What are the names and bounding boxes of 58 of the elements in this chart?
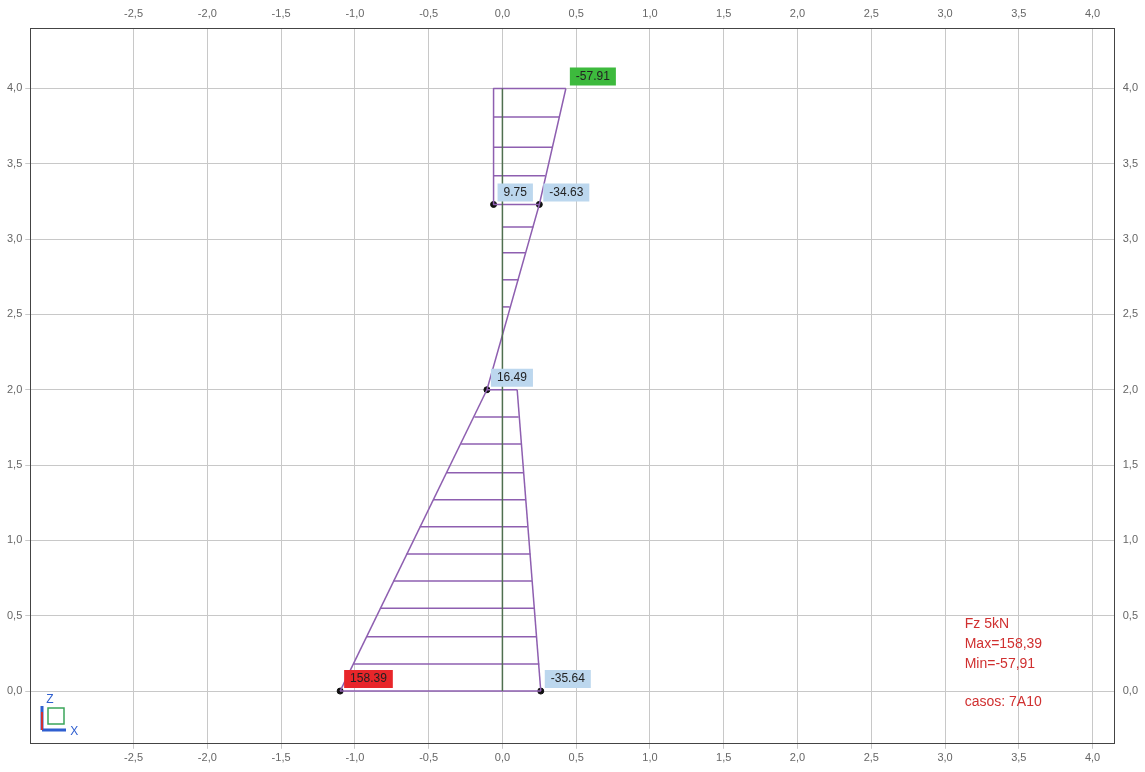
annotation: 158.39 xyxy=(350,671,388,686)
x-tick-label: -2,0 xyxy=(197,751,217,764)
x-tick-label: 2,5 xyxy=(863,751,879,764)
x-tick-label: -2,5 xyxy=(124,751,144,764)
annotation: 16.49 xyxy=(496,370,528,385)
x2-tick-label: -1,5 xyxy=(271,6,291,19)
x-tick-label: 3,5 xyxy=(1011,751,1027,764)
annotation: X xyxy=(70,724,79,739)
x-tick-label: 1,5 xyxy=(716,751,732,764)
annotation: Fz 5kN xyxy=(964,614,1010,631)
x2-tick-label: 2,5 xyxy=(863,6,879,19)
y2-tick-label: 1,5 xyxy=(1122,458,1139,471)
y2-tick-label: 0,5 xyxy=(1122,608,1139,621)
y2-tick-label: 2,0 xyxy=(1122,382,1139,395)
x-tick-label: 4,0 xyxy=(1084,751,1101,764)
y2-tick-label: 3,0 xyxy=(1122,232,1139,245)
y-tick-label: 0,0 xyxy=(6,684,23,697)
annotation: Max=158,39 xyxy=(964,634,1043,651)
y-tick-label: 2,5 xyxy=(6,307,23,320)
y-tick-label: 2,0 xyxy=(6,382,23,395)
x-tick-label: 0,0 xyxy=(494,751,511,764)
annotation: -57.91 xyxy=(575,68,611,83)
x-tick-label: 2,0 xyxy=(789,751,806,764)
x2-tick-label: -2,0 xyxy=(197,6,217,19)
x2-tick-label: -1,0 xyxy=(345,6,365,19)
y-tick-label: 0,5 xyxy=(6,608,23,621)
x-tick-label: -1,0 xyxy=(345,751,365,764)
annotation: -35.64 xyxy=(550,671,586,686)
y2-tick-label: 1,0 xyxy=(1122,533,1139,546)
x2-tick-label: 4,0 xyxy=(1084,6,1101,19)
x-tick-label: -1,5 xyxy=(271,751,291,764)
x-tick-label: 3,0 xyxy=(937,751,953,764)
x-tick-label: -0,5 xyxy=(419,751,439,764)
x2-tick-label: 0,5 xyxy=(568,6,584,19)
y-tick-label: 4,0 xyxy=(6,81,23,94)
x2-tick-label: 0,0 xyxy=(494,6,511,19)
y-tick-label: 1,5 xyxy=(6,458,23,471)
x2-tick-label: 1,5 xyxy=(716,6,732,19)
y-tick-label: 1,0 xyxy=(6,533,23,546)
x2-tick-label: 3,0 xyxy=(937,6,953,19)
annotation: 9.75 xyxy=(503,184,528,199)
annotation: casos: 7A10 xyxy=(964,692,1042,709)
annotation: -34.63 xyxy=(549,184,584,199)
y2-tick-label: 4,0 xyxy=(1122,81,1139,94)
x2-tick-label: -2,5 xyxy=(124,6,144,19)
y2-tick-label: 0,0 xyxy=(1122,684,1139,697)
y2-tick-label: 3,5 xyxy=(1122,156,1139,169)
annotation: Min=-57,91 xyxy=(964,654,1036,671)
x2-tick-label: -0,5 xyxy=(419,6,439,19)
x2-tick-label: 2,0 xyxy=(789,6,806,19)
x2-tick-label: 1,0 xyxy=(642,6,658,19)
y-tick-label: 3,0 xyxy=(6,232,23,245)
x-tick-label: 0,5 xyxy=(568,751,584,764)
x2-tick-label: 3,5 xyxy=(1011,6,1027,19)
y2-tick-label: 2,5 xyxy=(1122,307,1139,320)
annotation: Z xyxy=(46,692,54,707)
y-tick-label: 3,5 xyxy=(6,156,23,169)
x-tick-label: 1,0 xyxy=(642,751,658,764)
